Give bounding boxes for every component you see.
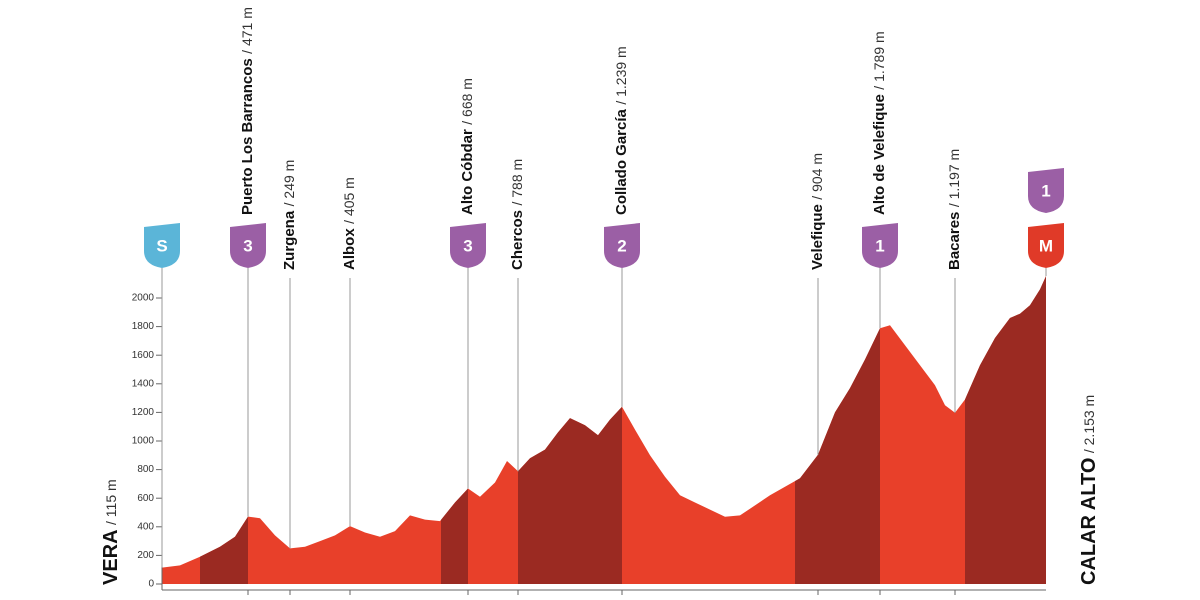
waypoint-elevation: / 115 m (103, 479, 119, 525)
y-tick-label: 1600 (132, 350, 155, 361)
waypoint-name: Alto Cóbdar (459, 129, 476, 215)
badge-label: 2 (617, 236, 626, 255)
y-tick-label: 200 (137, 550, 154, 561)
waypoint-name: Zurgena (281, 210, 298, 270)
waypoint-name: Alto de Velefique (871, 94, 888, 215)
waypoint-name: Puerto Los Barrancos (239, 58, 256, 215)
badge-label: 1 (1041, 181, 1050, 200)
badge-label: 3 (463, 236, 472, 255)
waypoint-label: VERA / 115 m (100, 479, 122, 585)
waypoint-elevation: / 668 m (459, 78, 475, 125)
waypoint-elevation: / 2.153 m (1081, 395, 1097, 453)
badge-label: 1 (875, 236, 884, 255)
waypoint-name: Velefique (809, 204, 826, 270)
waypoint-name: Collado García (613, 108, 630, 215)
waypoint-label: Alto de Velefique / 1.789 m (871, 31, 889, 215)
waypoint-label: Zurgena / 249 m (281, 160, 299, 270)
badge-label: 3 (243, 236, 252, 255)
y-tick-label: 1400 (132, 378, 155, 389)
badge (230, 223, 266, 268)
badge (450, 223, 486, 268)
y-tick-label: 800 (137, 464, 154, 475)
waypoint-label: Alto Cóbdar / 668 m (459, 78, 477, 215)
y-tick-label: 2000 (132, 293, 155, 304)
waypoint-label: Collado García / 1.239 m (613, 46, 631, 215)
waypoint-label: Albox / 405 m (341, 177, 359, 270)
waypoint-name: Chercos (509, 210, 526, 270)
badge (604, 223, 640, 268)
y-tick-label: 600 (137, 493, 154, 504)
y-tick-label: 1000 (132, 436, 155, 447)
badge (1028, 223, 1064, 268)
climb-area (200, 276, 1046, 584)
badge-label: S (156, 236, 167, 255)
waypoint-label: Velefique / 904 m (809, 153, 827, 270)
waypoint-elevation: / 1.239 m (613, 46, 629, 104)
waypoint-elevation: / 249 m (281, 160, 297, 207)
y-tick-label: 1800 (132, 321, 155, 332)
y-tick-label: 400 (137, 521, 154, 532)
badge (1028, 168, 1064, 213)
badge-label: M (1039, 236, 1053, 255)
waypoint-label: CALAR ALTO / 2.153 m (1078, 395, 1100, 585)
waypoint-label: Puerto Los Barrancos / 471 m (239, 7, 257, 215)
waypoint-elevation: / 1.197 m (946, 149, 962, 207)
waypoint-elevation: / 788 m (509, 159, 525, 206)
waypoint-label: Chercos / 788 m (509, 159, 527, 270)
waypoint-name: Albox (341, 228, 358, 270)
waypoint-name: Bacares (946, 212, 963, 270)
badge (862, 223, 898, 268)
waypoint-elevation: / 1.789 m (871, 31, 887, 89)
badge (144, 223, 180, 268)
waypoint-elevation: / 471 m (239, 7, 255, 54)
y-tick-label: 0 (148, 579, 154, 590)
y-tick-label: 1200 (132, 407, 155, 418)
waypoint-name: VERA (100, 529, 122, 585)
waypoint-label: Bacares / 1.197 m (946, 149, 964, 270)
waypoint-name: CALAR ALTO (1078, 458, 1100, 585)
waypoint-elevation: / 904 m (809, 153, 825, 200)
waypoint-elevation: / 405 m (341, 177, 357, 224)
